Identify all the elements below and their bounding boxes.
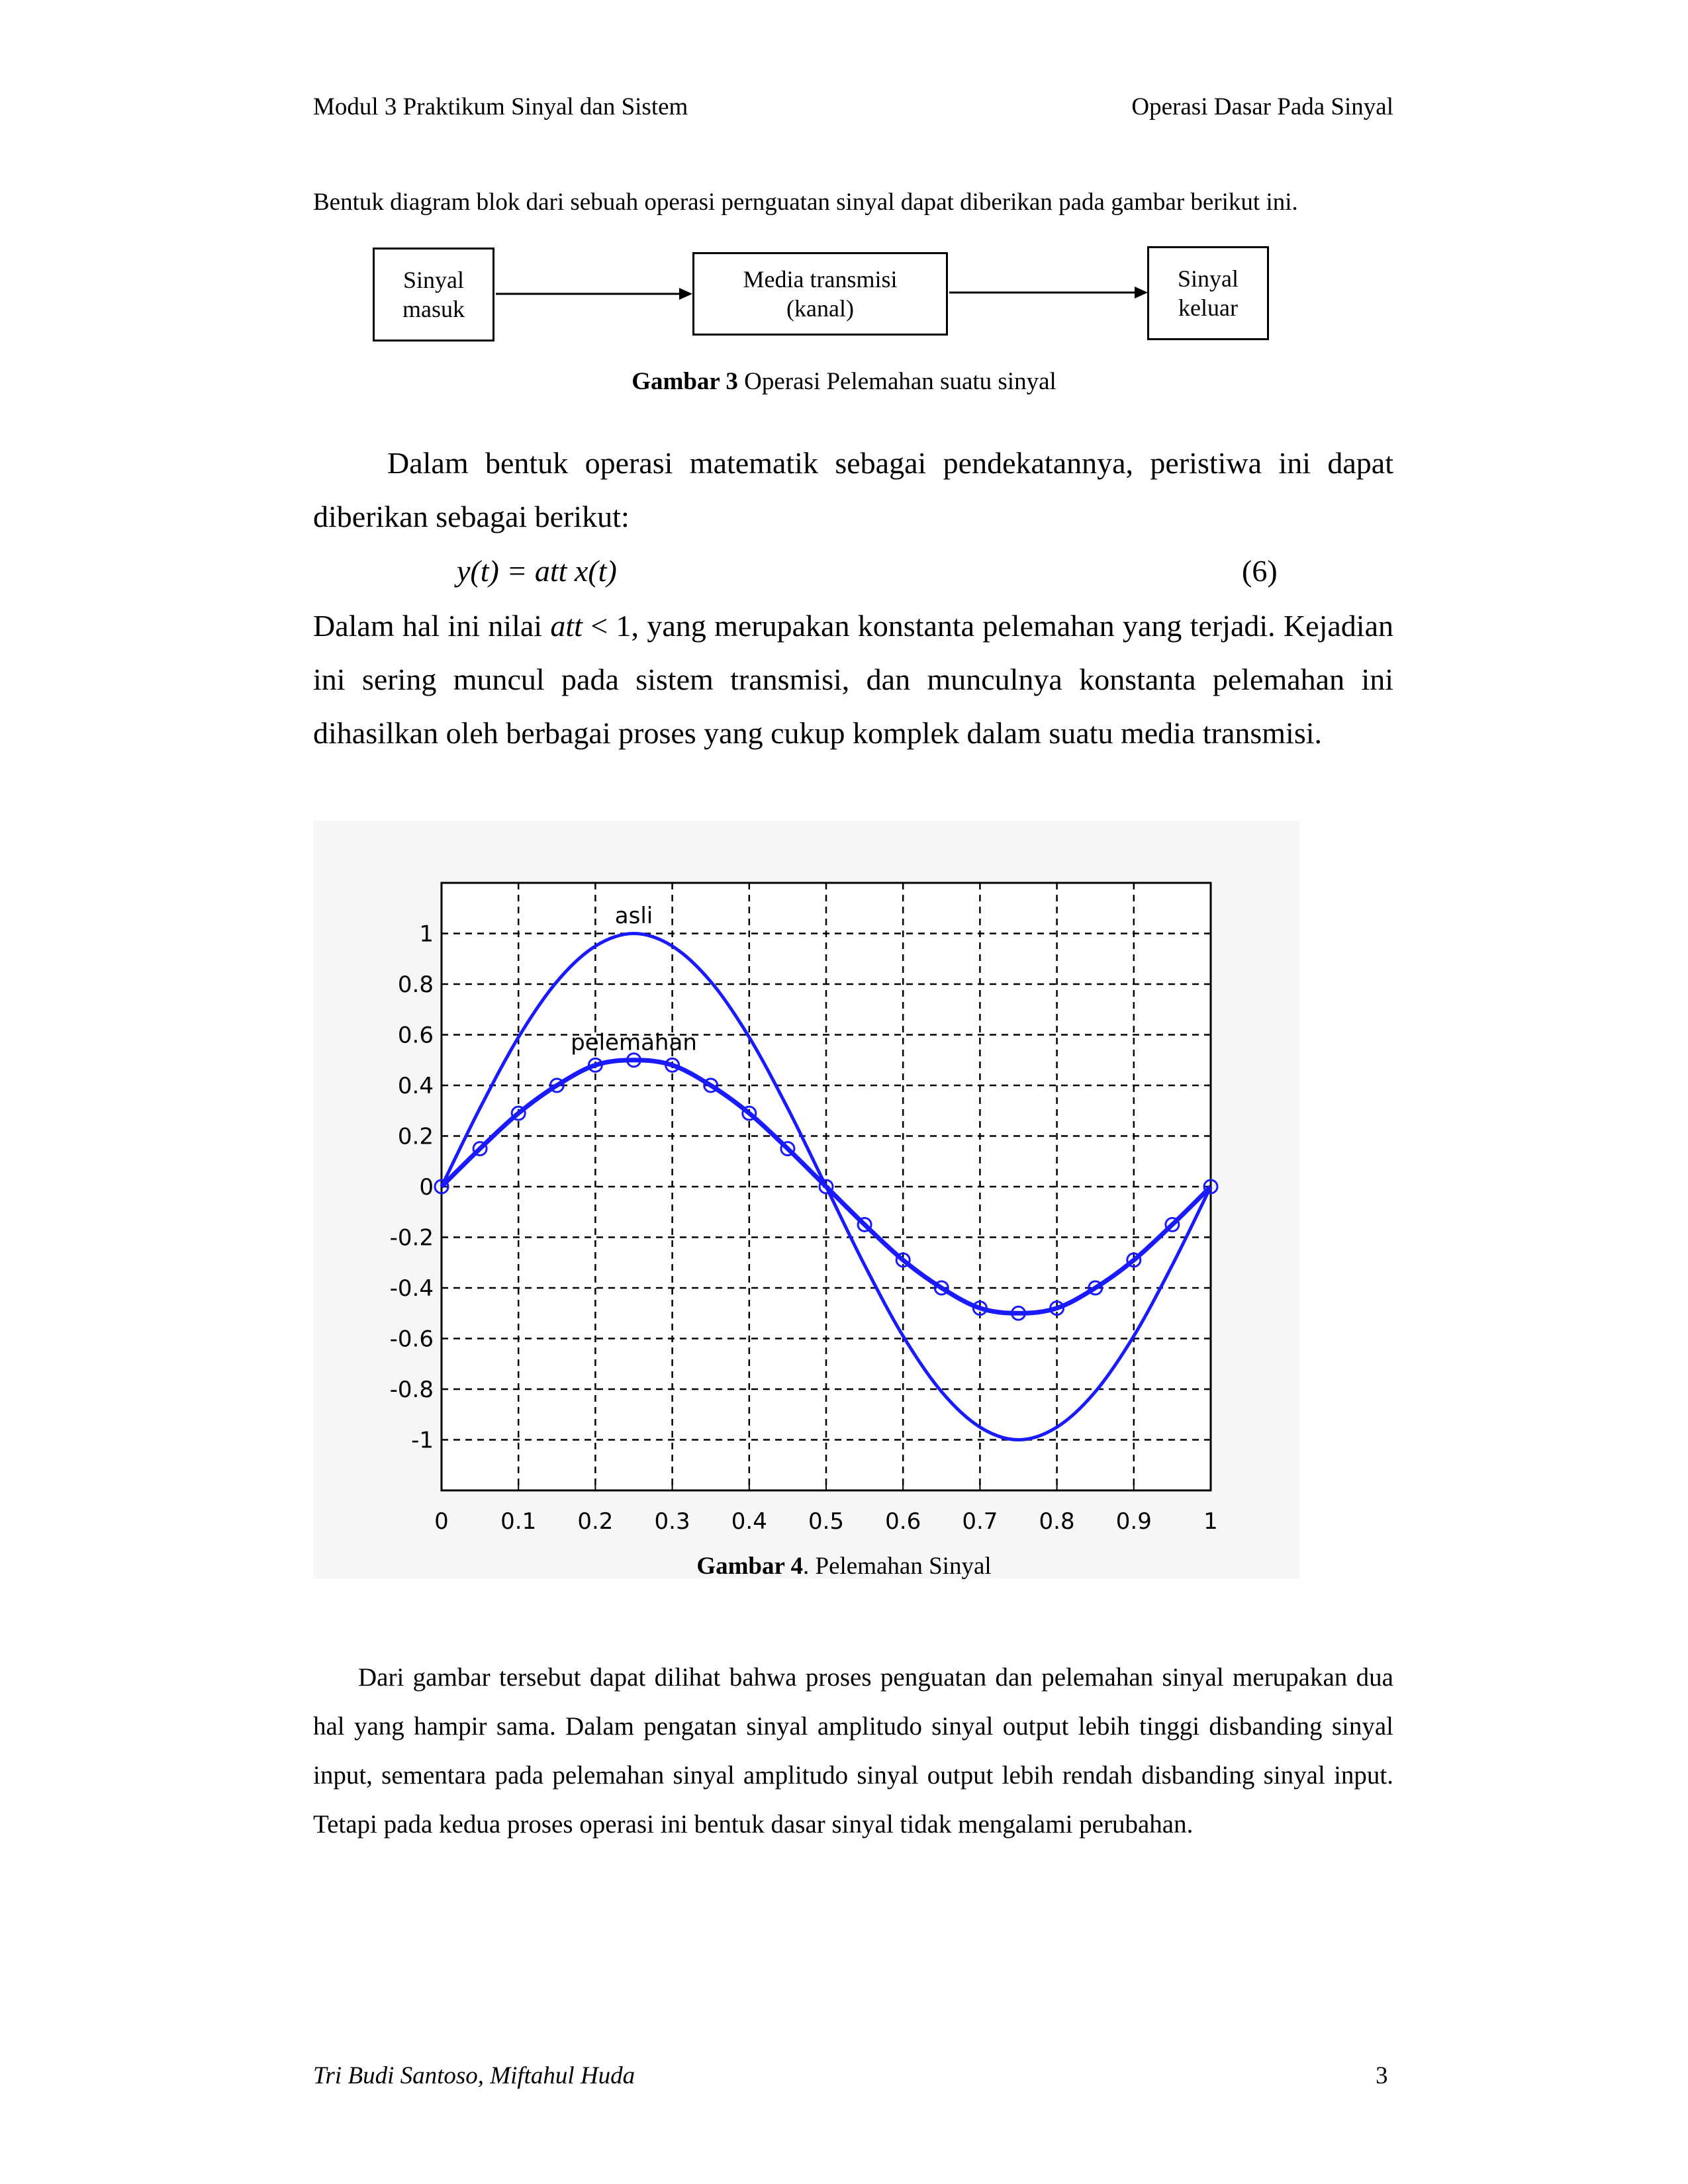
header-left: Modul 3 Praktikum Sinyal dan Sistem (313, 93, 688, 120)
series-point-pelemahan (665, 1057, 680, 1073)
series-point-pelemahan (510, 1105, 526, 1121)
x-tick-label: 0.9 (1116, 1508, 1152, 1535)
intro-text: Bentuk diagram blok dari sebuah operasi … (313, 189, 1298, 216)
y-tick-label: 0.4 (398, 1073, 434, 1099)
y-tick-label: 0.2 (398, 1124, 434, 1150)
block-output-line1: Sinyal (1177, 265, 1239, 292)
series-point-pelemahan (1088, 1280, 1103, 1296)
figure4-text: . Pelemahan Sinyal (803, 1553, 992, 1580)
series-point-pelemahan (1203, 1179, 1219, 1195)
series-point-pelemahan (1126, 1252, 1142, 1268)
y-tick-label: 0 (419, 1174, 434, 1201)
block-output: Sinyal keluar (1147, 246, 1269, 340)
series-point-pelemahan (1011, 1305, 1026, 1321)
block-arrows (496, 287, 1148, 300)
series-point-pelemahan (472, 1141, 488, 1157)
y-tick-label: -1 (411, 1428, 434, 1454)
block-input-line2: masuk (402, 296, 465, 322)
x-tick-label: 0.1 (500, 1508, 536, 1535)
page-number: 3 (1376, 2062, 1388, 2089)
block-channel-line1: Media transmisi (743, 266, 898, 293)
block-input: Sinyal masuk (373, 248, 494, 341)
footer-authors: Tri Budi Santoso, Miftahul Huda (313, 2062, 635, 2089)
series-point-pelemahan (857, 1216, 872, 1232)
header-right: Operasi Dasar Pada Sinyal (1131, 93, 1393, 120)
series-point-pelemahan (626, 1052, 641, 1068)
figure4-caption: Gambar 4. Pelemahan Sinyal (0, 1552, 1688, 1580)
y-tick-label: 0.8 (398, 972, 434, 998)
series-point-pelemahan (434, 1179, 449, 1195)
series-point-pelemahan (895, 1252, 911, 1268)
paragraph-2-text: Dalam hal ini nilai att < 1, yang merupa… (313, 599, 1393, 760)
equation-number: (6) (1242, 554, 1278, 588)
figure3-text: Operasi Pelemahan suatu sinyal (737, 368, 1056, 395)
x-tick-label: 0.7 (962, 1508, 998, 1535)
series-point-pelemahan (972, 1300, 988, 1316)
x-tick-label: 0 (434, 1508, 449, 1535)
series-point-pelemahan (818, 1179, 834, 1195)
x-tick-label: 0.6 (885, 1508, 921, 1535)
y-tick-label: -0.8 (390, 1377, 434, 1403)
series-point-pelemahan (703, 1077, 719, 1093)
paragraph-2: Dalam hal ini nilai att < 1, yang merupa… (313, 599, 1393, 760)
x-tick-label: 0.4 (731, 1508, 767, 1535)
x-tick-label: 1 (1203, 1508, 1218, 1535)
paragraph-3-text: Dari gambar tersebut dapat dilihat bahwa… (313, 1663, 1393, 1839)
series-point-pelemahan (933, 1280, 949, 1296)
y-tick-label: -0.4 (390, 1275, 434, 1302)
block-channel-line2: (kanal) (786, 295, 854, 322)
equation: y(t) = att x(t) (457, 554, 617, 588)
paragraph-1-text: Dalam bentuk operasi matematik sebagai p… (313, 446, 1393, 533)
arrow-input-to-channel (496, 288, 692, 300)
series-point-pelemahan (1164, 1216, 1180, 1232)
block-output-line2: keluar (1178, 295, 1238, 321)
series-point-pelemahan (587, 1057, 603, 1073)
x-tick-label: 0.3 (655, 1508, 690, 1535)
figure4-label: Gambar 4 (696, 1553, 804, 1580)
x-tick-label: 0.8 (1039, 1508, 1075, 1535)
paragraph-3: Dari gambar tersebut dapat dilihat bahwa… (313, 1653, 1393, 1849)
y-tick-label: 1 (419, 921, 434, 948)
paragraph-1: Dalam bentuk operasi matematik sebagai p… (313, 436, 1393, 543)
arrow-channel-to-output (949, 287, 1148, 298)
paragraph-2-var: att (550, 609, 583, 643)
block-input-line1: Sinyal (402, 267, 464, 293)
annotation-label: pelemahan (571, 1029, 697, 1056)
block-channel: Media transmisi (kanal) (692, 252, 948, 336)
x-tick-label: 0.2 (577, 1508, 613, 1535)
annotation-label: asli (615, 903, 653, 929)
paragraph-2-after: < 1, yang merupakan konstanta pelemahan … (313, 609, 1393, 750)
figure3-label: Gambar 3 (632, 368, 738, 395)
paragraph-2-before: Dalam hal ini nilai (313, 609, 551, 643)
figure3-caption: Gambar 3 Operasi Pelemahan suatu sinyal (0, 367, 1688, 396)
series-point-pelemahan (1049, 1300, 1065, 1316)
series-point-pelemahan (780, 1141, 796, 1157)
x-tick-label: 0.5 (808, 1508, 844, 1535)
series-point-pelemahan (741, 1105, 757, 1121)
attenuation-chart: 0 0.1 0.2 0.3 0.4 0.5 0.6 0.7 0.8 0.9 1 1 0.8 0.6 0.4 0… (390, 882, 1219, 1535)
y-tick-label: -0.2 (390, 1225, 434, 1251)
series-line-pelemahan (440, 1058, 1213, 1316)
series-point-pelemahan (549, 1077, 565, 1093)
y-tick-label: -0.6 (390, 1326, 434, 1353)
y-tick-label: 0.6 (398, 1023, 434, 1049)
